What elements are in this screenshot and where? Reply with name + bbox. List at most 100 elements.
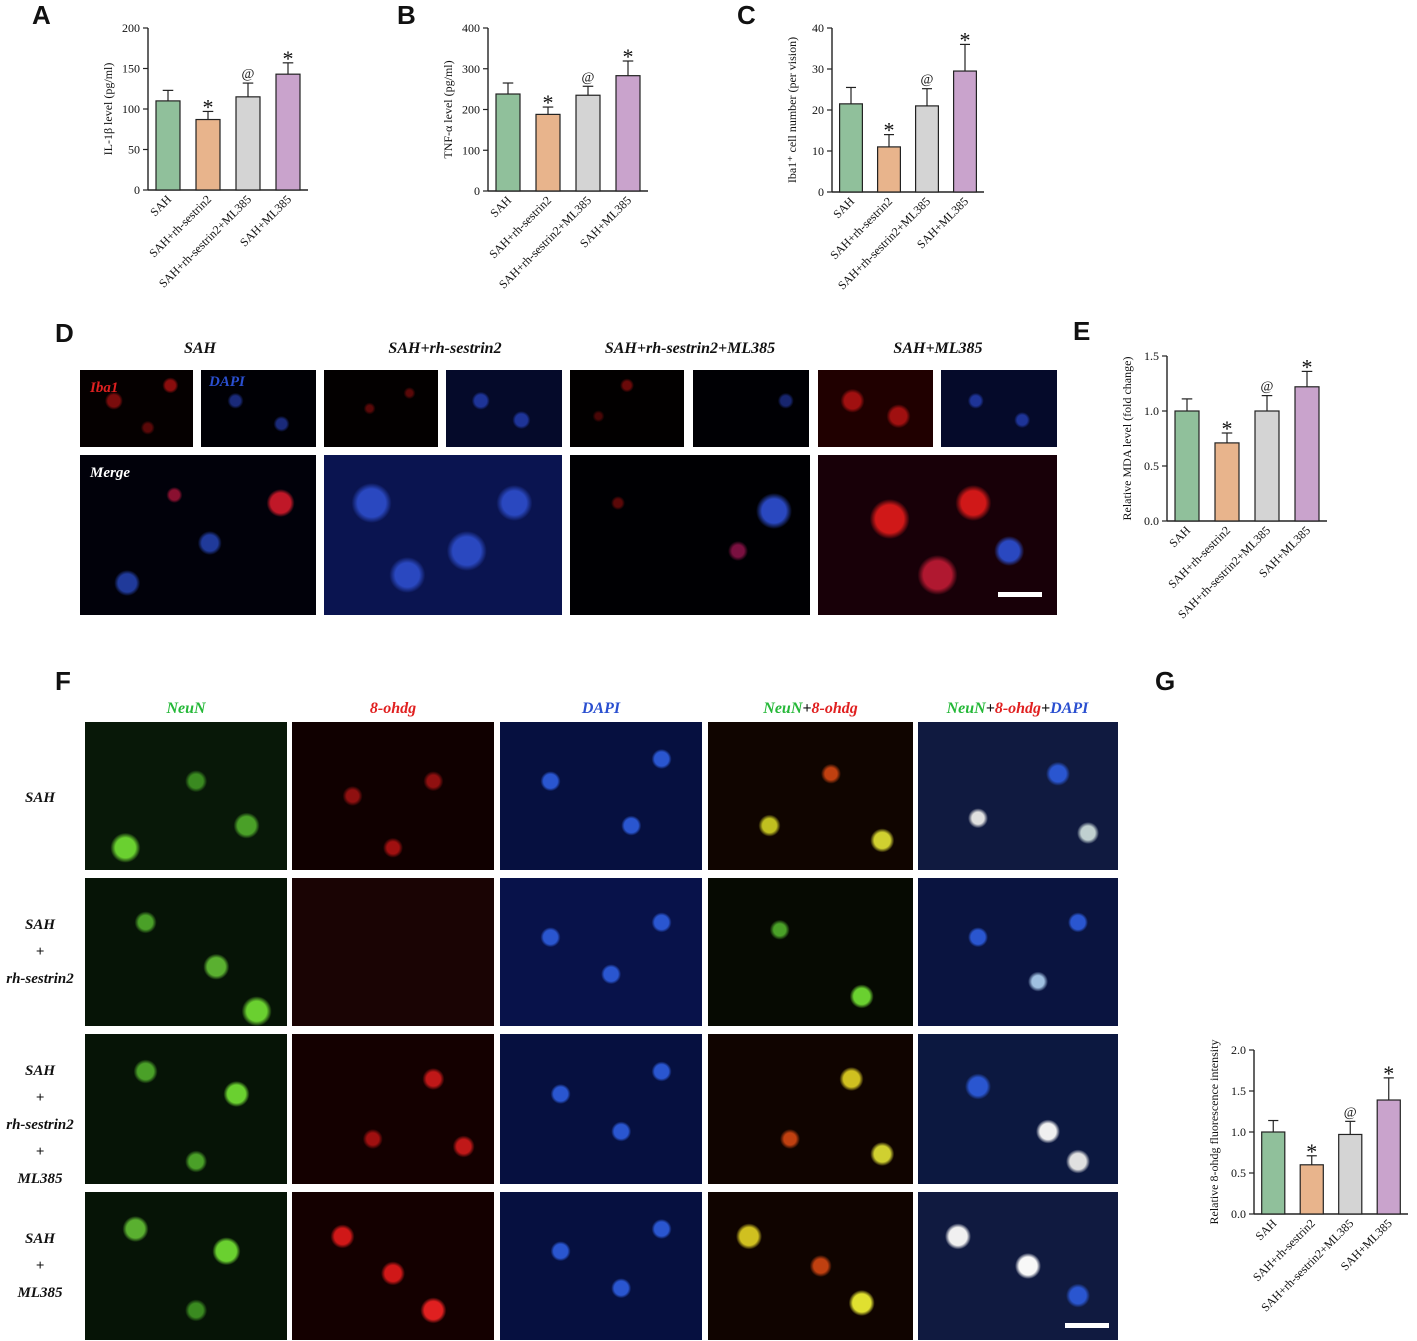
y-tick-label: 1.5	[1231, 1084, 1246, 1098]
panel-f-row-rh: SAH + rh-sestrin2	[0, 912, 80, 993]
panel-f-row-rh-ml: SAH + rh-sestrin2 + ML385	[0, 1058, 80, 1193]
micro-f-rh-neun	[85, 878, 287, 1026]
plus-sign: +	[1041, 700, 1051, 717]
panel-f-col-neun-8ohdg: NeuN+8-ohdg	[708, 700, 913, 718]
micro-f-sah-merge3	[918, 722, 1118, 870]
micro-d-rh-iba1	[324, 370, 438, 447]
row-line: ML385	[17, 1285, 63, 1301]
panel-letter-g: G	[1155, 666, 1176, 696]
neun-label: NeuN	[763, 700, 803, 717]
significance-mark: *	[283, 46, 294, 71]
micro-f-sah-neun	[85, 722, 287, 870]
significance-mark: @	[1344, 1105, 1357, 1120]
micro-d-sah-merge	[80, 455, 316, 615]
bar	[1174, 410, 1200, 522]
scale-bar-f	[1065, 1323, 1109, 1328]
micro-f-rh-merge2	[708, 878, 913, 1026]
row-line: SAH	[24, 790, 55, 806]
significance-mark: *	[960, 27, 971, 52]
y-tick-label: 200	[122, 21, 140, 35]
significance-mark: @	[1261, 380, 1274, 395]
plus-sign: +	[802, 700, 812, 717]
panel-d-col-ml: SAH+ML385	[893, 340, 983, 357]
micro-d-rhml-merge	[570, 455, 810, 615]
y-tick-label: 0	[818, 185, 824, 199]
y-axis-label: Iba1⁺ cell number (per vision)	[785, 37, 799, 183]
y-tick-label: 10	[812, 144, 824, 158]
y-tick-label: 0	[134, 183, 140, 197]
y-tick-label: 20	[812, 103, 824, 117]
micro-d-ml-dapi	[941, 370, 1057, 447]
micro-f-ml-merge3	[918, 1192, 1118, 1340]
significance-mark: *	[1383, 1061, 1394, 1086]
8ohdg-label: 8-ohdg	[994, 700, 1042, 717]
panel-letter-b: B	[397, 0, 416, 30]
bar	[615, 75, 641, 192]
micro-d-rh-merge	[324, 455, 562, 615]
micro-d-ml-merge	[818, 455, 1057, 615]
panel-f-col-triple-merge: NeuN+8-ohdg+DAPI	[915, 700, 1120, 718]
y-tick-label: 100	[462, 143, 480, 157]
y-tick-label: 50	[128, 143, 140, 157]
micro-f-rh-merge3	[918, 878, 1118, 1026]
y-tick-label: 400	[462, 21, 480, 35]
merge-label: Merge	[90, 465, 130, 481]
panel-d-col-rh: SAH+rh-sestrin2	[388, 340, 502, 357]
micro-d-rhml-iba1	[570, 370, 684, 447]
bar	[1338, 1133, 1363, 1215]
bar	[1376, 1099, 1401, 1215]
panel-f-col-dapi: DAPI	[581, 700, 621, 717]
panel-letter-c: C	[737, 0, 756, 30]
micro-f-rh-8ohdg	[292, 878, 494, 1026]
panel-d-col-sah: SAH	[183, 340, 216, 357]
x-tick-label: SAH	[1252, 1216, 1279, 1243]
y-tick-label: 2.0	[1231, 1043, 1246, 1057]
y-tick-label: 40	[812, 21, 824, 35]
neun-label: NeuN	[946, 700, 986, 717]
row-line: ML385	[17, 1171, 63, 1187]
bar	[155, 100, 181, 191]
micro-f-sah-8ohdg	[292, 722, 494, 870]
row-line: +	[35, 1090, 45, 1106]
y-tick-label: 0	[474, 184, 480, 198]
scale-bar-d	[998, 592, 1042, 597]
y-tick-label: 150	[122, 62, 140, 76]
micro-f-rhml-8ohdg	[292, 1034, 494, 1184]
significance-mark: *	[203, 94, 214, 119]
micro-f-sah-dapi	[500, 722, 702, 870]
panel-letter-d: D	[55, 318, 74, 348]
panel-f-col-8ohdg: 8-ohdg	[369, 700, 417, 717]
row-line: rh-sestrin2	[6, 1117, 74, 1133]
micro-f-sah-merge2	[708, 722, 913, 870]
micro-f-rhml-merge2	[708, 1034, 913, 1184]
y-axis-label: Relative 8-ohdg fluorescence intensity	[1207, 1040, 1221, 1225]
micro-f-rh-dapi	[500, 878, 702, 1026]
y-axis-label: Relative MDA level (fold change)	[1120, 357, 1134, 521]
micro-d-sah-dapi	[201, 370, 316, 447]
iba1-label: Iba1	[90, 380, 119, 396]
y-tick-label: 0.0	[1144, 514, 1159, 528]
row-line: +	[35, 944, 45, 960]
panel-letter-e: E	[1073, 316, 1091, 346]
panel-f-row-sah: SAH	[0, 785, 80, 812]
micro-f-ml-merge2	[708, 1192, 913, 1340]
micro-f-ml-dapi	[500, 1192, 702, 1340]
micro-d-ml-iba1	[818, 370, 933, 447]
8ohdg-label: 8-ohdg	[811, 700, 858, 717]
significance-mark: *	[1306, 1139, 1317, 1164]
y-tick-label: 100	[122, 102, 140, 116]
bar	[1214, 442, 1240, 522]
significance-mark: *	[1302, 354, 1313, 379]
micro-f-rhml-neun	[85, 1034, 287, 1184]
significance-mark: *	[1222, 416, 1233, 441]
micro-f-rhml-merge3	[918, 1034, 1118, 1184]
y-tick-label: 0.5	[1231, 1166, 1246, 1180]
y-axis-label: IL-1β level (pg/ml)	[101, 63, 115, 156]
y-tick-label: 300	[462, 62, 480, 76]
micro-f-ml-8ohdg	[292, 1192, 494, 1340]
y-tick-label: 200	[462, 103, 480, 117]
